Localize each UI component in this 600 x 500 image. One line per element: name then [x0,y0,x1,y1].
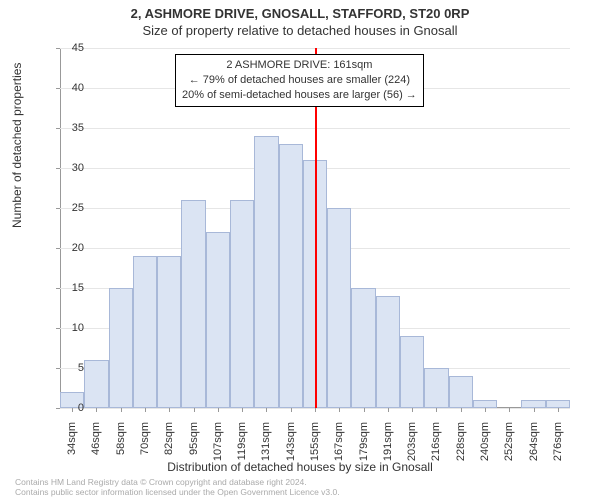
y-tick-label: 0 [54,402,84,414]
x-tick-label: 143sqm [285,422,297,472]
x-tick-mark [364,408,365,412]
x-tick-mark [218,408,219,412]
footer-attribution: Contains HM Land Registry data © Crown c… [15,477,340,497]
histogram-bar [521,400,545,408]
x-tick-label: 82sqm [163,422,175,472]
y-axis-label: Number of detached properties [10,63,24,228]
x-tick-label: 203sqm [406,422,418,472]
histogram-bar [181,200,205,408]
y-axis-line [60,48,61,408]
x-tick-label: 167sqm [333,422,345,472]
x-tick-label: 228sqm [455,422,467,472]
annotation-line2: ← 79% of detached houses are smaller (22… [182,73,417,88]
y-tick-label: 45 [54,42,84,54]
annotation-box: 2 ASHMORE DRIVE: 161sqm← 79% of detached… [175,54,424,107]
x-tick-mark [169,408,170,412]
x-tick-label: 95sqm [188,422,200,472]
histogram-bar [473,400,497,408]
y-tick-label: 30 [54,162,84,174]
x-tick-mark [194,408,195,412]
y-tick-label: 35 [54,122,84,134]
y-tick-label: 25 [54,202,84,214]
y-tick-label: 5 [54,362,84,374]
histogram-bar [279,144,303,408]
x-tick-label: 276sqm [552,422,564,472]
x-tick-mark [485,408,486,412]
x-tick-mark [121,408,122,412]
annotation-line1: 2 ASHMORE DRIVE: 161sqm [182,58,417,73]
x-tick-mark [388,408,389,412]
x-tick-label: 155sqm [309,422,321,472]
x-tick-mark [96,408,97,412]
x-tick-label: 46sqm [90,422,102,472]
histogram-bar [206,232,230,408]
x-tick-label: 252sqm [503,422,515,472]
x-tick-mark [145,408,146,412]
x-tick-label: 107sqm [212,422,224,472]
histogram-bar [546,400,570,408]
chart-title-address: 2, ASHMORE DRIVE, GNOSALL, STAFFORD, ST2… [0,0,600,21]
y-tick-label: 40 [54,82,84,94]
histogram-bar [449,376,473,408]
y-tick-label: 10 [54,322,84,334]
footer-line2: Contains public sector information licen… [15,487,340,497]
x-tick-mark [266,408,267,412]
histogram-bar [230,200,254,408]
x-tick-label: 58sqm [115,422,127,472]
x-tick-mark [534,408,535,412]
histogram-bar [84,360,108,408]
y-tick-label: 20 [54,242,84,254]
histogram-bar [400,336,424,408]
histogram-bar [157,256,181,408]
histogram-bar [109,288,133,408]
histogram-bar [254,136,278,408]
x-tick-mark [412,408,413,412]
x-tick-label: 119sqm [236,422,248,472]
x-tick-mark [242,408,243,412]
histogram-bar [327,208,351,408]
x-tick-label: 34sqm [66,422,78,472]
footer-line1: Contains HM Land Registry data © Crown c… [15,477,340,487]
annotation-line3: 20% of semi-detached houses are larger (… [182,88,417,103]
x-tick-mark [509,408,510,412]
x-tick-label: 179sqm [358,422,370,472]
histogram-bar [351,288,375,408]
histogram-bar [376,296,400,408]
x-tick-label: 216sqm [430,422,442,472]
x-tick-label: 131sqm [260,422,272,472]
x-tick-label: 191sqm [382,422,394,472]
histogram-bar [133,256,157,408]
histogram-bar [424,368,448,408]
chart-container: 2, ASHMORE DRIVE, GNOSALL, STAFFORD, ST2… [0,0,600,500]
x-tick-mark [339,408,340,412]
x-tick-mark [315,408,316,412]
y-tick-label: 15 [54,282,84,294]
x-tick-label: 264sqm [528,422,540,472]
x-tick-mark [436,408,437,412]
x-tick-label: 70sqm [139,422,151,472]
x-tick-mark [461,408,462,412]
chart-title-subtitle: Size of property relative to detached ho… [0,21,600,38]
plot-area: 2 ASHMORE DRIVE: 161sqm← 79% of detached… [60,48,570,408]
x-tick-mark [291,408,292,412]
x-tick-mark [558,408,559,412]
x-tick-label: 240sqm [479,422,491,472]
